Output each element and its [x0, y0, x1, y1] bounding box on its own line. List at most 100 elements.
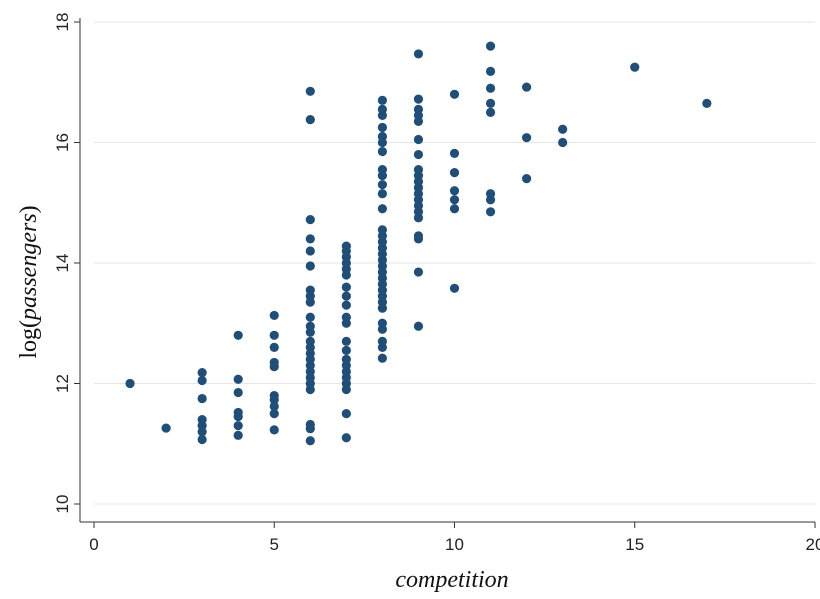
data-point — [341, 282, 351, 292]
data-point — [485, 207, 496, 217]
data-point — [197, 434, 207, 445]
y-axis-title-suffix: ) — [16, 205, 42, 213]
data-point — [305, 115, 315, 125]
data-point — [197, 393, 207, 404]
data-point — [269, 409, 279, 419]
data-point — [449, 148, 460, 158]
data-point — [413, 94, 424, 104]
data-point — [413, 165, 424, 175]
data-point — [377, 165, 387, 175]
y-axis-title-italic: passengers — [16, 213, 42, 322]
data-point — [341, 433, 351, 443]
x-axis-title: competition — [395, 567, 508, 593]
y-tick-label-16: 16 — [53, 133, 72, 152]
axes — [74, 18, 816, 528]
data-point — [233, 330, 243, 340]
data-point — [341, 336, 351, 346]
data-point — [305, 215, 315, 225]
data-point — [377, 318, 387, 328]
data-point — [377, 104, 387, 114]
data-point — [341, 409, 351, 419]
data-point — [485, 66, 496, 77]
data-point — [522, 133, 532, 143]
x-tick-label-15: 15 — [625, 535, 644, 554]
data-point — [413, 149, 424, 160]
data-point — [233, 421, 243, 431]
data-point — [341, 241, 351, 251]
data-point — [305, 246, 315, 256]
x-tick-label-0: 0 — [89, 535, 98, 554]
data-point — [377, 353, 387, 363]
data-point — [305, 419, 315, 430]
data-point — [377, 146, 387, 157]
y-tick-label-14: 14 — [53, 254, 72, 273]
data-point — [377, 189, 387, 199]
data-point — [341, 345, 351, 355]
y-tick-label-12: 12 — [53, 374, 72, 393]
data-point — [377, 122, 387, 133]
data-point — [305, 86, 315, 96]
data-point — [449, 204, 460, 214]
data-point — [485, 83, 496, 93]
data-point — [233, 374, 243, 384]
data-point — [377, 180, 387, 190]
y-axis-title-prefix: log( — [16, 320, 42, 359]
data-point — [413, 104, 424, 114]
data-point — [485, 189, 496, 199]
data-point — [485, 41, 496, 51]
data-point — [197, 415, 207, 425]
data-point — [702, 98, 712, 108]
data-point — [341, 300, 351, 310]
data-point — [413, 134, 424, 145]
data-point — [377, 131, 387, 142]
data-point — [305, 312, 315, 322]
data-point — [197, 375, 207, 386]
data-point — [485, 107, 496, 117]
data-point — [269, 390, 279, 401]
y-axis-title: log(passengers) — [16, 205, 42, 358]
data-point — [269, 330, 279, 340]
data-point — [233, 407, 243, 418]
data-point — [449, 186, 460, 196]
data-point — [558, 124, 568, 134]
x-tick-label-10: 10 — [445, 535, 464, 554]
data-point — [522, 82, 532, 92]
data-point — [269, 425, 279, 435]
data-point — [449, 283, 460, 293]
data-point — [197, 368, 207, 378]
data-point — [125, 378, 135, 389]
data-point — [449, 195, 460, 205]
data-point — [269, 357, 279, 368]
data-point — [341, 354, 351, 364]
y-tick-label-18: 18 — [53, 13, 72, 32]
data-point — [305, 336, 315, 346]
data-point — [377, 204, 387, 214]
x-tick-label-5: 5 — [270, 535, 279, 554]
data-point — [413, 49, 424, 59]
tick-labels: 0 5 10 15 20 10 12 14 16 18 — [53, 13, 820, 554]
data-point — [269, 342, 279, 352]
gridlines — [94, 21, 815, 505]
data-point — [413, 321, 424, 331]
data-point — [269, 310, 279, 321]
data-point — [377, 95, 387, 105]
data-point — [630, 62, 640, 72]
data-point — [485, 98, 496, 108]
data-point — [161, 423, 171, 433]
data-points — [125, 41, 712, 446]
data-point — [522, 174, 532, 184]
data-point — [305, 436, 315, 446]
data-point — [449, 168, 460, 178]
data-point — [413, 234, 424, 244]
data-point — [377, 336, 387, 346]
x-tick-label-20: 20 — [806, 535, 820, 554]
data-point — [305, 321, 315, 331]
data-point — [558, 137, 568, 148]
data-point — [413, 267, 424, 277]
data-point — [341, 291, 351, 301]
data-point — [377, 225, 387, 235]
data-point — [341, 312, 351, 322]
data-point — [233, 387, 243, 398]
